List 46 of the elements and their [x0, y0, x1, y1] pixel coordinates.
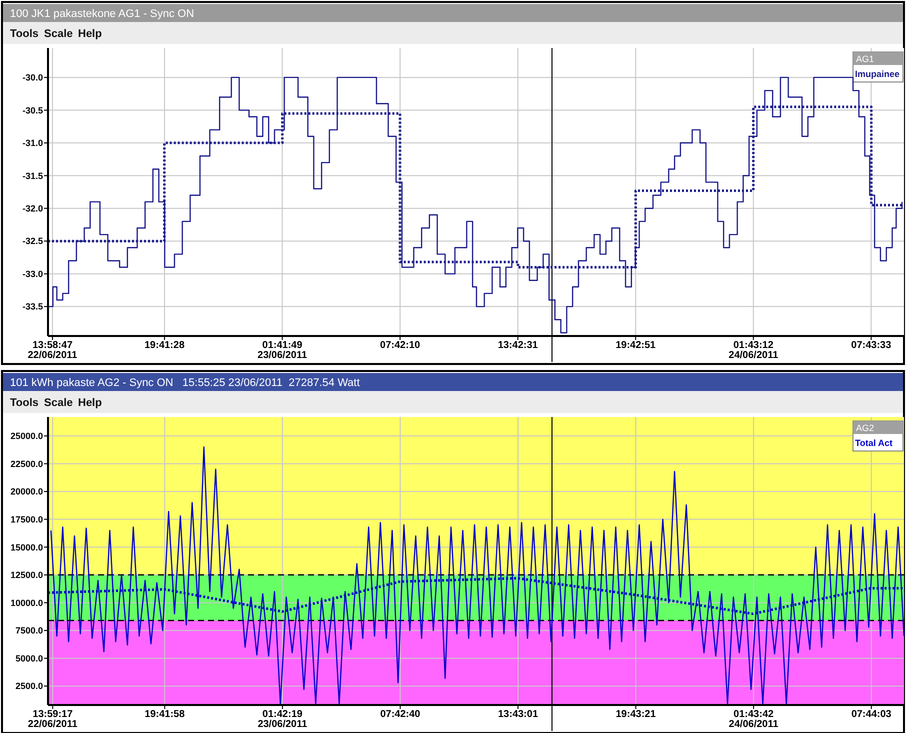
x-tick-label: 01:43:12 24/06/2011	[728, 340, 779, 361]
text: Help	[78, 397, 102, 409]
y-tick-label: 15000.0	[10, 542, 43, 552]
legend-title: AG1	[856, 54, 874, 64]
y-tick-label: 17500.0	[10, 514, 43, 524]
series-label: Imupainee	[855, 69, 900, 79]
text: Scale	[44, 397, 73, 409]
x-tick-label: 13:43:01	[498, 709, 538, 720]
y-tick-label: -32.0	[22, 204, 43, 214]
y-tick-label: -30.0	[22, 72, 43, 83]
y-tick-label: -33.5	[22, 302, 43, 312]
y-tick-label: -30.5	[22, 105, 43, 116]
x-tick-label: 07:43:33	[851, 340, 892, 351]
chart-title: 101 kWh pakaste AG2 - Sync ON 15:55:25 23/06/2011 27287.54 Watt	[10, 377, 360, 389]
x-tick-label: 01:43:42 24/06/2011	[728, 709, 779, 730]
text: Tools	[10, 28, 39, 40]
y-tick-label: 22500.0	[10, 458, 43, 469]
text: Tools	[10, 397, 39, 409]
x-tick-label: 19:41:58	[144, 709, 186, 720]
text: Total Act	[855, 438, 892, 448]
y-tick-label: -31.5	[22, 170, 43, 181]
y-tick-label: 7500.0	[15, 626, 43, 636]
text: Scale	[44, 28, 73, 40]
x-tick-label: 07:44:03	[851, 709, 892, 720]
y-tick-label: -33.0	[22, 268, 43, 279]
x-tick-label: 01:42:19 23/06/2011	[258, 709, 308, 730]
x-tick-label: 19:41:28	[144, 340, 185, 351]
y-tick-label: 20000.0	[10, 486, 43, 497]
x-tick-label: 19:42:51	[616, 340, 656, 351]
y-tick-label: -32.5	[22, 236, 43, 246]
x-tick-label: 19:43:21	[616, 709, 656, 720]
y-tick-label: 10000.0	[10, 598, 43, 608]
legend-title: AG2	[856, 423, 874, 433]
x-tick-label: 13:42:31	[498, 340, 538, 351]
x-tick-label: 07:42:10	[380, 340, 421, 351]
x-tick-label: 13:59:17 22/06/2011	[28, 709, 78, 730]
y-tick-label: 12500.0	[10, 570, 43, 580]
y-tick-label: 5000.0	[15, 653, 43, 664]
y-tick-label: 2500.0	[15, 681, 43, 692]
x-tick-label: 01:41:49 23/06/2011	[258, 340, 308, 361]
y-tick-label: 25000.0	[10, 431, 43, 442]
chart-title: 100 JK1 pakastekone AG1 - Sync ON	[10, 8, 194, 20]
y-tick-label: -31.0	[22, 138, 43, 148]
text: Help	[78, 28, 102, 40]
x-tick-label: 07:42:40	[380, 709, 421, 720]
x-tick-label: 13:58:47 22/06/2011	[28, 340, 78, 361]
